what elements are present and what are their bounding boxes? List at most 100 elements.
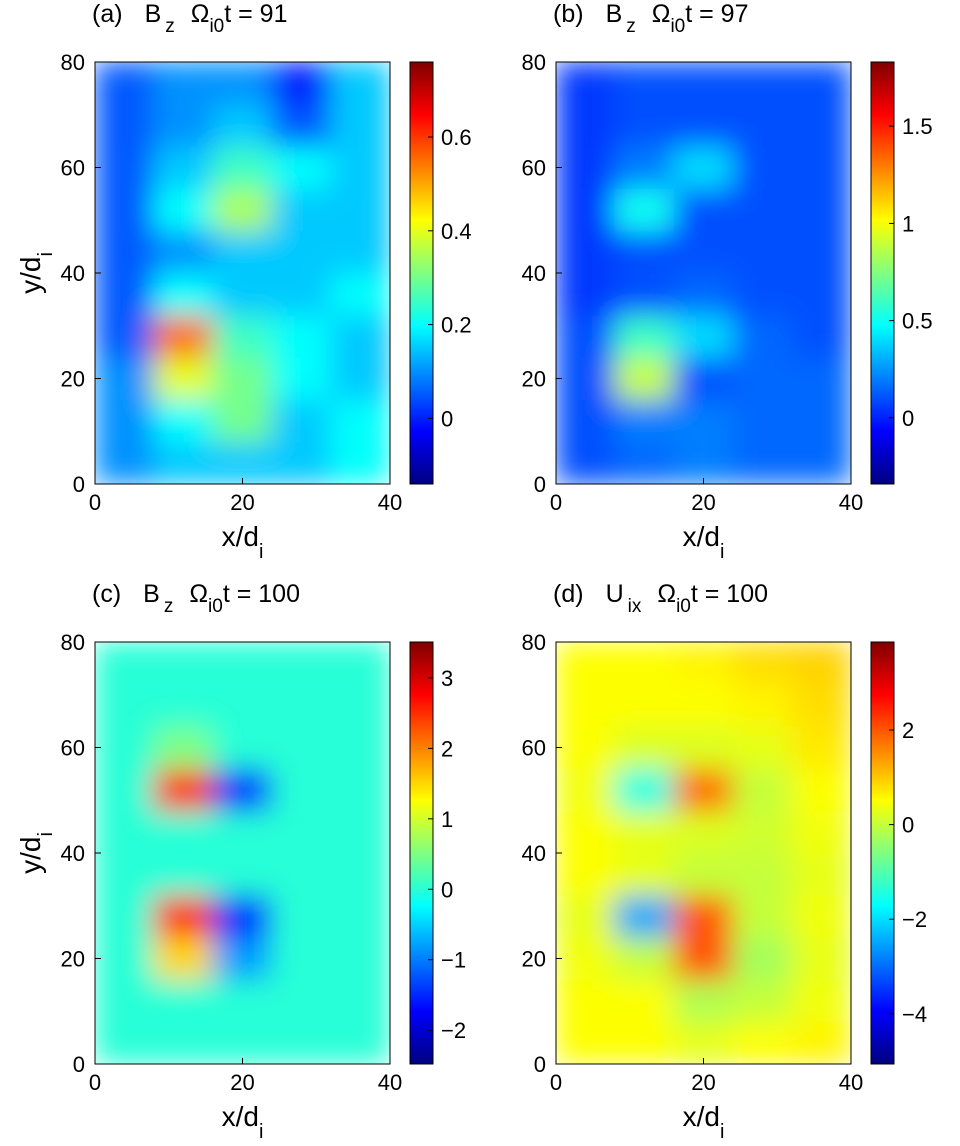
cell: [556, 1021, 616, 1064]
cell: [212, 230, 273, 274]
cell: [732, 103, 793, 147]
cell: [212, 810, 273, 854]
cell: [556, 894, 616, 938]
x-axis-label-subscript: i: [720, 541, 724, 563]
x-axis-label-text: x/d: [222, 1101, 259, 1132]
cell: [732, 936, 793, 981]
cell: [791, 62, 851, 105]
cell: [732, 768, 793, 812]
cell: [95, 979, 155, 1023]
cell: [153, 894, 214, 938]
y-tick-label: 60: [522, 156, 546, 181]
cell: [791, 894, 851, 938]
cell: [330, 145, 390, 190]
cell: [673, 642, 734, 685]
cell: [330, 314, 390, 358]
cell: [153, 642, 214, 685]
y-tick-label: 40: [522, 261, 546, 286]
colorbar: [409, 641, 434, 1065]
cell: [330, 810, 390, 854]
cell: [614, 188, 675, 232]
cell: [95, 1021, 155, 1064]
colorbar-tick-label: 2: [441, 736, 453, 761]
cell: [153, 725, 214, 770]
cell: [673, 230, 734, 274]
colorbar-tick-label: 0: [902, 813, 914, 838]
cell: [330, 356, 390, 401]
title-part: t = 100: [223, 580, 300, 608]
cell: [212, 936, 273, 981]
cell: [330, 725, 390, 770]
cell: [212, 356, 273, 401]
cell: [673, 852, 734, 896]
cell: [556, 145, 616, 190]
cell: [212, 145, 273, 190]
x-tick-label: 0: [550, 1070, 562, 1095]
cell: [614, 894, 675, 938]
cell: [673, 979, 734, 1023]
y-tick-label: 20: [61, 947, 85, 972]
cell: [556, 356, 616, 401]
cell: [95, 683, 155, 727]
title-part: t = 97: [685, 0, 748, 28]
colorbar-tick-label: 2: [902, 718, 914, 743]
cell: [732, 810, 793, 854]
cell: [732, 145, 793, 190]
colorbar-tick-label: 3: [441, 666, 453, 691]
cell: [212, 683, 273, 727]
y-axis-label: y/di: [15, 252, 57, 294]
x-axis-label-text: x/d: [683, 1101, 720, 1132]
y-tick-label: 40: [61, 261, 85, 286]
cell: [212, 852, 273, 896]
cell: [614, 145, 675, 190]
cell: [212, 979, 273, 1023]
cell: [212, 768, 273, 812]
cell: [791, 852, 851, 896]
x-axis-label-subscript: i: [259, 1121, 263, 1143]
cell: [153, 399, 214, 443]
cell: [791, 314, 851, 358]
cell: [212, 62, 273, 105]
heatmap: [556, 642, 851, 1064]
cell: [271, 145, 332, 190]
cell: [153, 103, 214, 147]
cell: [153, 852, 214, 896]
y-tick-label: 0: [73, 1052, 85, 1077]
title-subscript: i0: [209, 16, 224, 37]
cell: [614, 852, 675, 896]
colorbar-tick-label: 0.6: [441, 125, 472, 150]
colorbar-tick-label: 1: [441, 807, 453, 832]
cell: [271, 314, 332, 358]
cell: [791, 103, 851, 147]
colorbar: [870, 61, 895, 485]
cell: [556, 810, 616, 854]
cell: [791, 979, 851, 1023]
cell: [153, 62, 214, 105]
cell: [556, 979, 616, 1023]
y-tick-label: 40: [522, 841, 546, 866]
cell: [95, 103, 155, 147]
cell: [95, 399, 155, 443]
cell: [556, 314, 616, 358]
cell: [153, 441, 214, 484]
cell: [212, 894, 273, 938]
cell: [95, 230, 155, 274]
cell: [673, 683, 734, 727]
y-tick-label: 80: [522, 630, 546, 655]
cell: [556, 683, 616, 727]
cell: [556, 768, 616, 812]
cell: [271, 441, 332, 484]
cell: [732, 1021, 793, 1064]
cell: [271, 979, 332, 1023]
colorbar-tick-label: 0.4: [441, 219, 472, 244]
cell: [673, 894, 734, 938]
cell: [791, 230, 851, 274]
title-part: B: [606, 0, 623, 28]
heatmap-cells: [95, 62, 390, 484]
y-axis-label-subscript: i: [35, 832, 57, 836]
cell: [614, 683, 675, 727]
cell: [271, 272, 332, 316]
